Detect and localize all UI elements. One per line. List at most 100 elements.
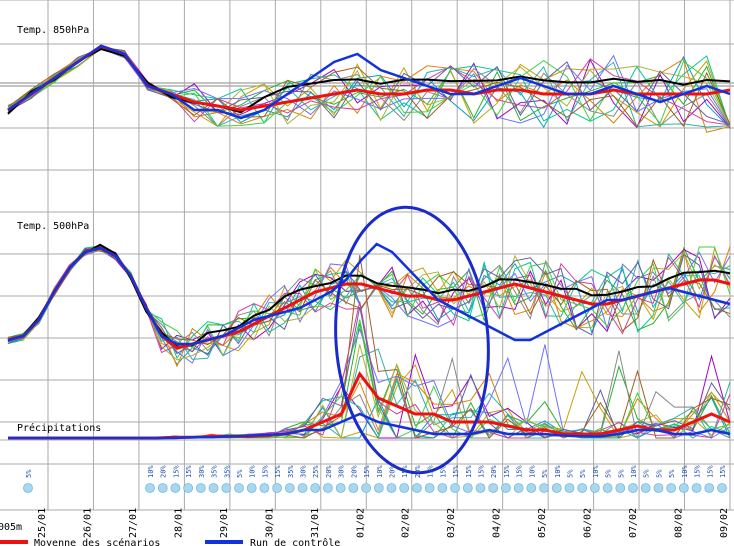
snowflake-icon <box>564 483 575 493</box>
snow-probability-label: 10% <box>376 465 384 478</box>
snow-probability-label: 10% <box>147 465 155 478</box>
snow-probability-label: 20% <box>414 465 422 478</box>
x-tick-label: 09/02 <box>719 508 730 538</box>
snowflake-icon <box>157 483 168 493</box>
snowflake-icon <box>23 483 33 493</box>
snowflake-icon <box>386 483 397 493</box>
snowflake-icon <box>678 483 689 493</box>
snow-probability-label: 35% <box>223 465 231 478</box>
snowflake-icon <box>323 483 333 493</box>
snowflake-icon <box>615 483 626 493</box>
snow-probability-label: 15% <box>706 465 714 478</box>
snowflake-icon <box>284 483 295 493</box>
snow-probability-label: 20% <box>490 465 498 478</box>
snowflake-icon <box>145 483 155 493</box>
snow-probability-label: 5% <box>643 469 651 478</box>
snow-probability-label: 30% <box>198 465 206 478</box>
snowflake-icon <box>513 483 524 493</box>
snow-probability-label: 15% <box>503 465 511 478</box>
snow-probability-label: 20% <box>160 465 168 478</box>
snow-probability-label: 15% <box>516 465 524 478</box>
panel-title-500: Temp. 500hPa <box>17 221 89 232</box>
snowflake-icon <box>373 483 384 493</box>
legend: Moyenne des scénarios Run de contrôle <box>0 537 340 546</box>
snow-probability-label: 15% <box>185 465 193 478</box>
legend-swatch-control <box>205 540 243 544</box>
panel-title-850: Temp. 850hPa <box>17 25 89 36</box>
legend-label-mean: Moyenne des scénarios <box>34 537 160 546</box>
snowflake-icon <box>348 483 359 493</box>
snow-probability-label: 5% <box>655 469 663 478</box>
snow-probability-label: 30% <box>338 465 346 478</box>
x-axis-ticks: 25/01 26/01 27/01 28/01 29/01 30/01 31/01 01/02… <box>37 508 730 538</box>
snowflake-icon <box>488 483 499 493</box>
x-tick-label: 27/01 <box>128 508 139 538</box>
snowflake-icon <box>704 483 715 493</box>
snow-probability-label: 35% <box>211 465 219 478</box>
snowflake-icon <box>195 483 206 493</box>
x-tick-label: 31/01 <box>310 508 321 538</box>
snow-probability-label: 15% <box>477 465 485 478</box>
series-control-precip <box>8 412 731 440</box>
snowflake-icon <box>653 483 664 493</box>
snowflake-icon <box>691 483 702 493</box>
snowflake-icon <box>208 483 219 493</box>
snow-probability-label: 5% <box>605 469 613 478</box>
snowflake-icon <box>717 483 727 493</box>
legend-label-control: Run de contrôle <box>250 537 340 546</box>
snow-probability-label: 15% <box>452 465 460 478</box>
snow-probability-label: 15% <box>427 465 435 478</box>
snowflake-icon <box>640 483 651 493</box>
snow-probability-label: 5% <box>579 469 587 478</box>
snow-probability-label: 10% <box>554 465 562 478</box>
x-tick-label: 07/02 <box>628 508 639 538</box>
snowflake-icon <box>475 483 486 493</box>
snow-probability-label: 20% <box>350 465 358 478</box>
snow-probability-label: 5% <box>541 469 549 478</box>
snow-probability-label: 15% <box>401 465 409 478</box>
snowflake-icon <box>437 483 448 493</box>
snowflake-icon <box>589 483 600 493</box>
snowflake-icon <box>335 483 346 493</box>
snowflake-icon <box>412 483 422 493</box>
snowflake-icon <box>501 483 511 493</box>
snowflake-icon <box>602 483 613 493</box>
snowflake-icon <box>246 483 257 493</box>
snow-probability-label: 20% <box>389 465 397 478</box>
snow-probability-label: 25% <box>312 465 320 478</box>
snow-probability-label: 5% <box>617 469 625 478</box>
snow-probability-label: 15% <box>274 465 282 478</box>
snow-probability-label: 5% <box>25 469 33 478</box>
series-control-500 <box>7 242 731 346</box>
snowflake-icon <box>234 483 244 493</box>
snow-probability-label: 15% <box>465 465 473 478</box>
snowflake-icon <box>551 483 562 493</box>
snow-probability-label: 5% <box>236 469 244 478</box>
x-tick-label: 30/01 <box>264 508 275 538</box>
x-tick-label: 01/02 <box>355 508 366 538</box>
snowflake-icon <box>666 483 677 493</box>
x-tick-label: 29/01 <box>219 508 230 538</box>
snow-probability-label: 15% <box>261 465 269 478</box>
highlighted-series <box>7 44 731 440</box>
x-tick-label: 05/02 <box>537 508 548 538</box>
snowflake-icon <box>297 483 308 493</box>
x-tick-label: 04/02 <box>492 508 503 538</box>
snowflake-icon <box>462 483 473 493</box>
snowflake-icon <box>310 483 321 493</box>
legend-swatch-mean <box>0 540 28 544</box>
snowflake-icon <box>272 483 283 493</box>
snow-probability-label: 10% <box>249 465 257 478</box>
snowflake-icon <box>361 483 371 493</box>
snow-probability-label: 15% <box>694 465 702 478</box>
snowflake-icon <box>577 483 588 493</box>
series-control-850 <box>7 44 731 120</box>
snow-probability-label: 30% <box>300 465 308 478</box>
snow-probability-label: 35% <box>287 465 295 478</box>
x-tick-label: 03/02 <box>446 508 457 538</box>
snow-probability-label: 5% <box>566 469 574 478</box>
snow-probability-label: 15% <box>719 465 727 478</box>
snow-probability-label: 10% <box>528 465 536 478</box>
snowflake-icon <box>539 483 549 493</box>
